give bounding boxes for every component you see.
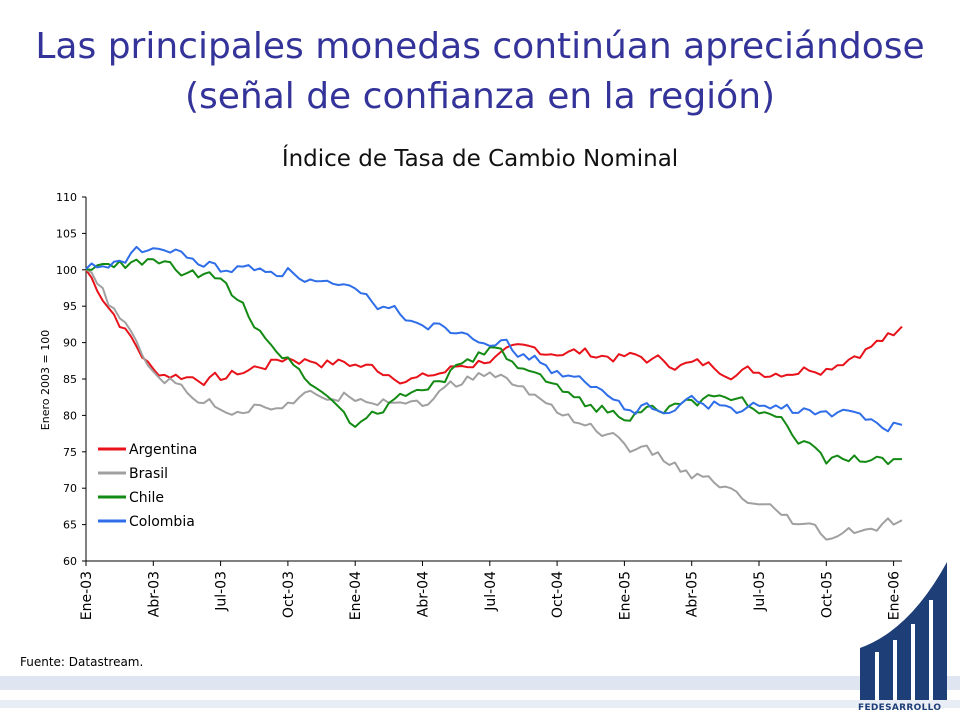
chart-axes: 60 65 70 75 80 85 90 95 100 105 110 Ene-03 Abr-03 Jul… [56, 191, 903, 620]
fedesarrollo-logo [860, 562, 947, 700]
logo-text: FEDESARROLLO [858, 703, 942, 713]
chart-lines [85, 245, 903, 541]
series-line-argentina [85, 269, 903, 387]
x-tick-label: Abr-04 [416, 571, 432, 617]
y-tick-label: 60 [63, 555, 77, 568]
y-tick-label: 110 [56, 191, 77, 204]
legend-label-chile: Chile [129, 490, 164, 506]
y-tick-label: 95 [63, 300, 77, 313]
y-tick-label: 70 [63, 482, 77, 495]
slide-title-line-2: (señal de confianza en la región) [184, 76, 776, 117]
x-tick-label: Abr-05 [685, 571, 701, 617]
series-line-colombia [85, 245, 903, 433]
x-tick-label: Jul-05 [752, 571, 768, 612]
x-tick-label: Jul-04 [483, 571, 499, 612]
chart-legend: Argentina Brasil Chile Colombia [98, 442, 197, 530]
x-tick-label: Ene-03 [79, 571, 95, 620]
source-note: Fuente: Datastream. [20, 655, 144, 669]
y-tick-label: 100 [56, 264, 77, 277]
slide-title-line-1: Las principales monedas continúan apreci… [35, 26, 925, 67]
series-line-brasil [85, 268, 903, 541]
y-axis-label: Enero 2003 = 100 [39, 330, 52, 430]
y-tick-label: 85 [63, 373, 77, 386]
legend-label-brasil: Brasil [129, 466, 168, 482]
x-tick-label: Ene-05 [617, 571, 633, 620]
legend-label-colombia: Colombia [129, 514, 195, 530]
x-tick-label: Ene-04 [348, 571, 364, 620]
y-tick-label: 65 [63, 519, 77, 532]
legend-label-argentina: Argentina [129, 442, 197, 458]
x-tick-label: Abr-03 [146, 571, 162, 617]
y-tick-label: 75 [63, 446, 77, 459]
footer-band-lower [0, 700, 960, 708]
x-tick-label: Oct-04 [550, 571, 566, 618]
chart-title: Índice de Tasa de Cambio Nominal [281, 146, 679, 172]
series-line-chile [85, 258, 902, 466]
x-tick-label: Oct-05 [819, 571, 835, 618]
x-tick-label: Jul-03 [214, 571, 230, 612]
y-tick-label: 80 [63, 409, 77, 422]
slide-title: Las principales monedas continúan apreci… [0, 22, 960, 122]
y-tick-label: 105 [56, 227, 77, 240]
y-tick-label: 90 [63, 337, 77, 350]
x-tick-label: Ene-06 [887, 571, 903, 620]
footer-band [0, 676, 960, 690]
x-tick-label: Oct-03 [281, 571, 297, 618]
